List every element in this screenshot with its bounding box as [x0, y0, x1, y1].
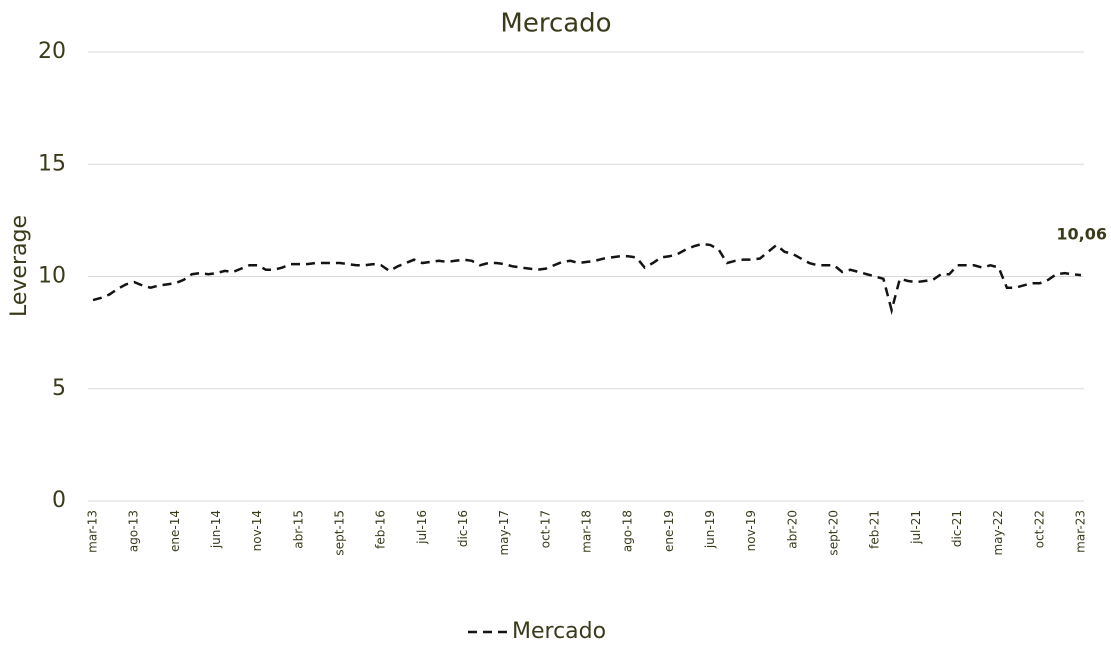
- x-tick-label: ago-18: [621, 510, 635, 552]
- x-tick-label: mar-13: [86, 510, 100, 553]
- chart-title: Mercado: [500, 9, 611, 39]
- x-tick-label: abr-20: [785, 510, 799, 549]
- x-tick-label: feb-16: [374, 510, 388, 549]
- x-tick-label: ene-14: [168, 510, 182, 552]
- x-tick-label: dic-16: [456, 510, 470, 547]
- y-tick-label: 0: [52, 488, 66, 513]
- y-tick-label: 15: [38, 151, 66, 176]
- x-tick-label: sept-15: [333, 510, 347, 556]
- x-tick-label: nov-14: [250, 510, 264, 551]
- x-tick-label: mar-23: [1074, 510, 1088, 553]
- line: [92, 242, 1082, 316]
- x-tick-label: nov-19: [744, 510, 758, 551]
- x-tick-label: oct-17: [538, 510, 552, 548]
- x-tick-label: may-17: [497, 510, 511, 556]
- x-tick-label: feb-21: [868, 510, 882, 549]
- x-tick-label: abr-15: [291, 510, 305, 549]
- x-tick-label: mar-18: [580, 510, 594, 553]
- x-tick-label: dic-21: [950, 510, 964, 547]
- y-tick-label: 20: [38, 39, 66, 64]
- x-tick-label: jun-19: [703, 510, 717, 549]
- x-tick-label: jul-21: [909, 510, 923, 545]
- y-tick-label: 10: [38, 264, 66, 289]
- y-tick-label: 5: [52, 376, 66, 401]
- x-tick-label: ago-13: [127, 510, 141, 552]
- legend-label: Mercado: [512, 619, 606, 644]
- x-tick-label: sept-20: [827, 510, 841, 556]
- data-label: 10,06: [1056, 225, 1107, 244]
- x-tick-label: jul-16: [415, 510, 429, 545]
- x-tick-label: may-22: [991, 510, 1005, 556]
- x-tick-label: oct-22: [1032, 510, 1046, 548]
- x-tick-label: jun-14: [209, 510, 223, 549]
- x-tick-label: ene-19: [662, 510, 676, 552]
- y-axis-label: Leverage: [7, 215, 32, 317]
